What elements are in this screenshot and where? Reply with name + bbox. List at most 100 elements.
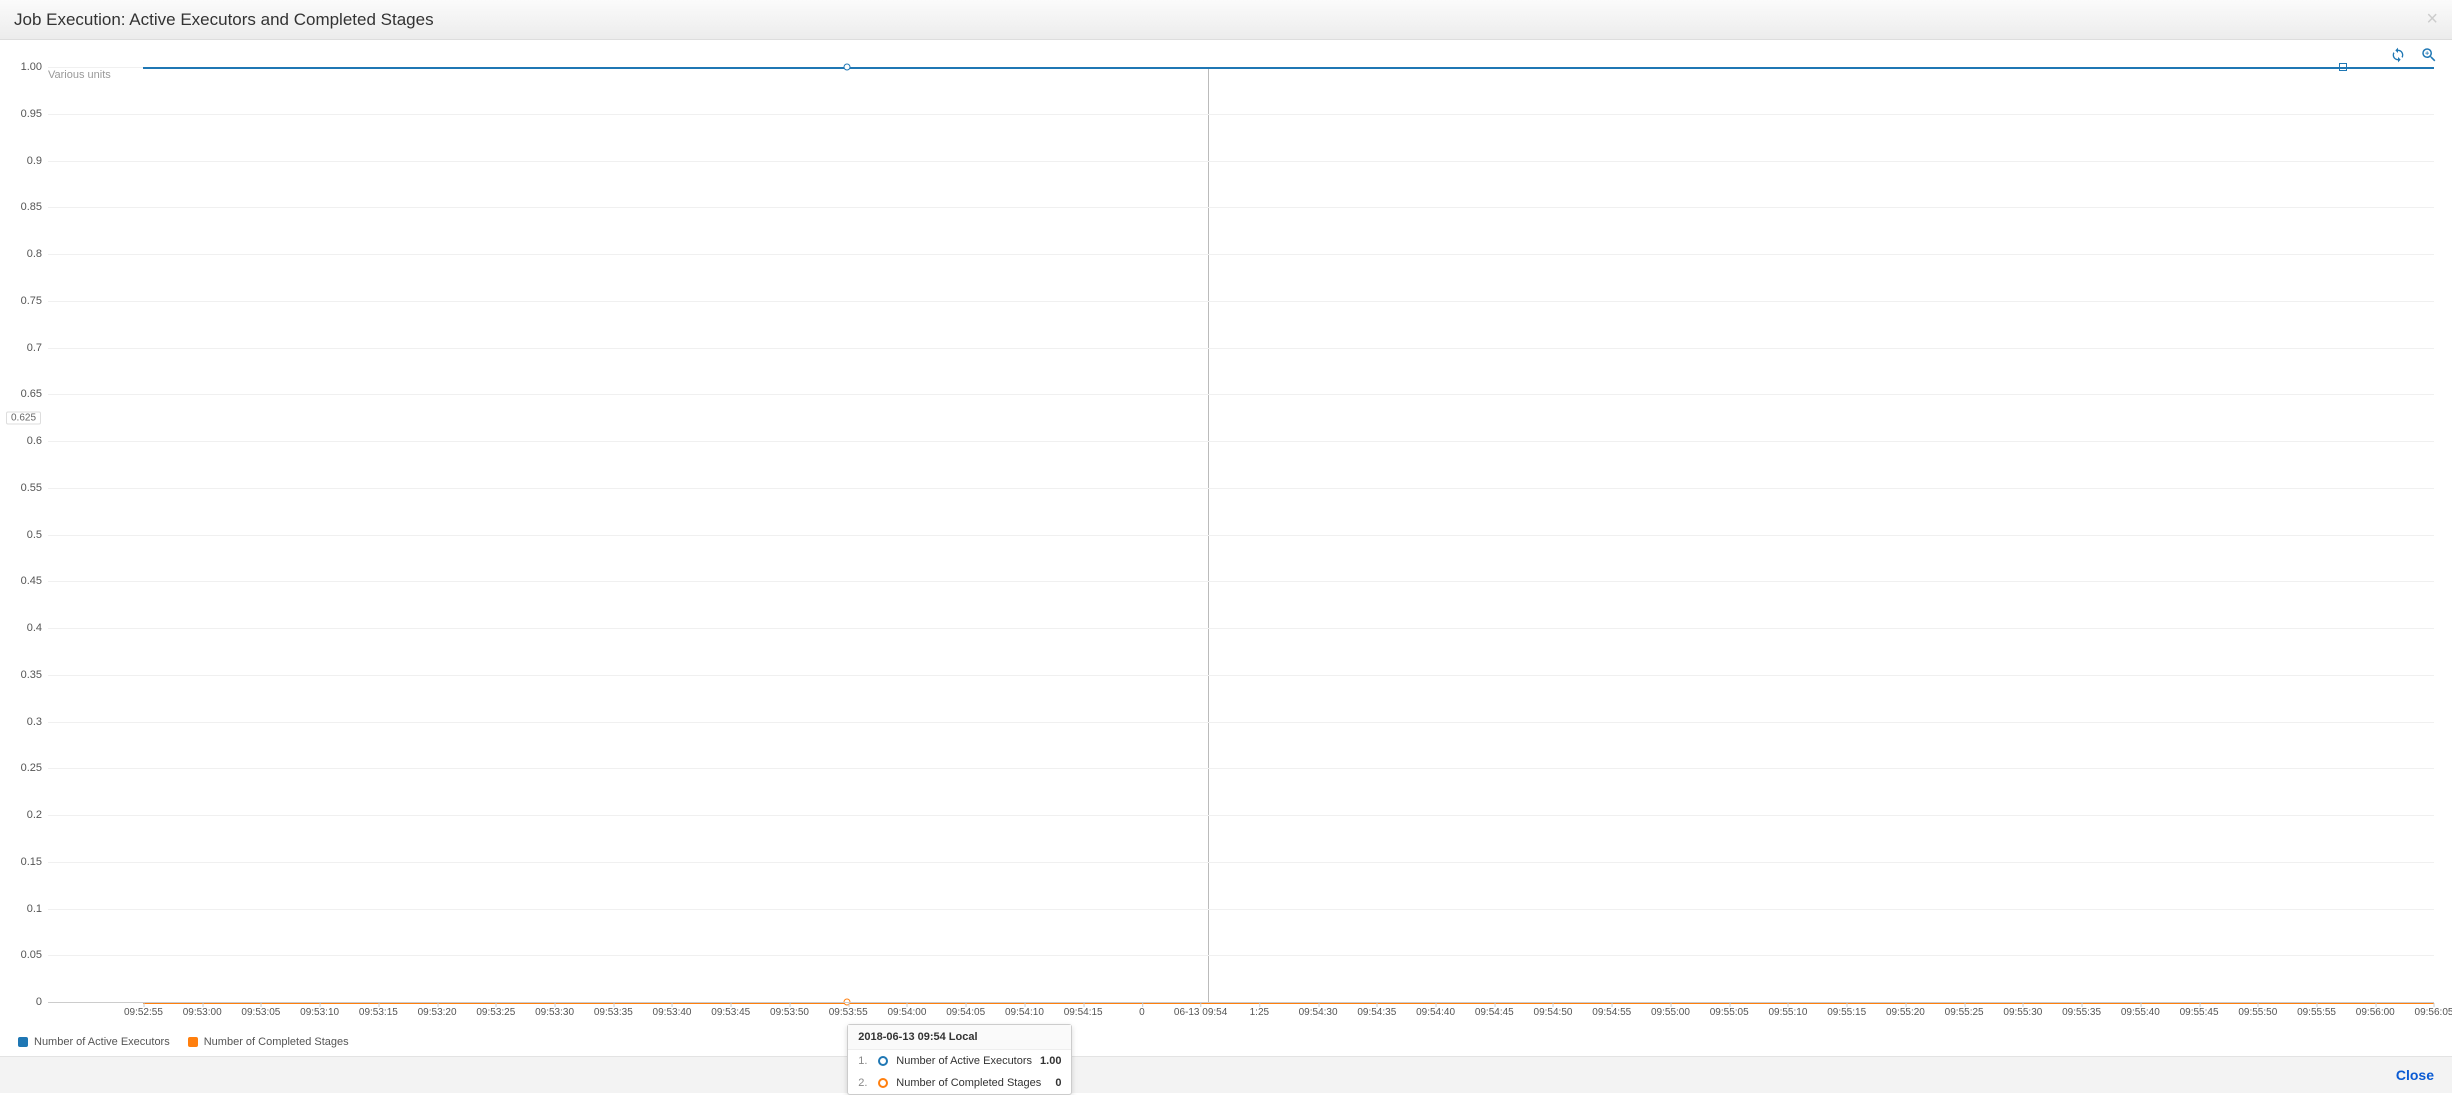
x-tick-label: 09:53:05 xyxy=(241,1007,280,1018)
x-tick-label: 09:55:15 xyxy=(1827,1007,1866,1018)
gridline xyxy=(48,815,2434,816)
x-tick-label: 09:53:10 xyxy=(300,1007,339,1018)
gridline xyxy=(48,301,2434,302)
gridline xyxy=(48,581,2434,582)
tooltip-row-value: 0 xyxy=(1055,1077,1061,1089)
chart-area[interactable]: Various units 0.625 00.050.10.150.20.250… xyxy=(0,67,2452,1032)
x-tick-label: 09:56:00 xyxy=(2356,1007,2395,1018)
end-marker-icon xyxy=(2339,63,2347,71)
tooltip-row-value: 1.00 xyxy=(1040,1055,1061,1067)
legend-swatch xyxy=(188,1037,198,1047)
modal-title: Job Execution: Active Executors and Comp… xyxy=(14,10,434,30)
x-tick-label: 09:53:35 xyxy=(594,1007,633,1018)
y-tick-label: 0.3 xyxy=(27,716,42,728)
tooltip-row-index: 2. xyxy=(858,1077,870,1089)
x-tick-label: 09:54:10 xyxy=(1005,1007,1044,1018)
x-tick-label: 09:54:55 xyxy=(1592,1007,1631,1018)
x-tick-label: 09:53:25 xyxy=(476,1007,515,1018)
gridline xyxy=(48,161,2434,162)
legend-label: Number of Completed Stages xyxy=(204,1036,349,1048)
close-button[interactable]: Close xyxy=(2396,1067,2434,1083)
gridline xyxy=(48,955,2434,956)
legend-label: Number of Active Executors xyxy=(34,1036,170,1048)
x-tick-label: 09:54:35 xyxy=(1357,1007,1396,1018)
gridline xyxy=(48,535,2434,536)
x-tick-label: 09:53:15 xyxy=(359,1007,398,1018)
x-tick-label: 09:53:20 xyxy=(418,1007,457,1018)
y-tick-label: 0.45 xyxy=(21,575,42,587)
modal-header: Job Execution: Active Executors and Comp… xyxy=(0,0,2452,40)
tooltip-row: 2. Number of Completed Stages 0 xyxy=(848,1072,1071,1094)
modal-footer: Close xyxy=(0,1056,2452,1093)
x-tick-label: 09:55:30 xyxy=(2003,1007,2042,1018)
legend-item[interactable]: Number of Completed Stages xyxy=(188,1036,349,1048)
legend-item[interactable]: Number of Active Executors xyxy=(18,1036,170,1048)
series-line xyxy=(143,67,2434,69)
y-tick-label: 0.6 xyxy=(27,435,42,447)
gridline xyxy=(48,722,2434,723)
tooltip-row-label: Number of Completed Stages xyxy=(896,1077,1047,1089)
gridline xyxy=(48,207,2434,208)
x-tick-label: 09:54:05 xyxy=(946,1007,985,1018)
x-tick-label: 09:53:40 xyxy=(653,1007,692,1018)
y-tick-label: 0.2 xyxy=(27,809,42,821)
x-tick-label: 09:54:50 xyxy=(1534,1007,1573,1018)
x-tick-label: 09:53:55 xyxy=(829,1007,868,1018)
y-tick-label: 0.5 xyxy=(27,529,42,541)
y-axis-units-label: Various units xyxy=(48,69,111,81)
y-tick-label: 1.00 xyxy=(21,61,42,73)
x-tick-label: 09:54:30 xyxy=(1299,1007,1338,1018)
gridline xyxy=(48,909,2434,910)
y-tick-label: 0.1 xyxy=(27,903,42,915)
chart-legend: Number of Active Executors Number of Comp… xyxy=(0,1032,2452,1056)
plot-area[interactable]: Various units 0.625 00.050.10.150.20.250… xyxy=(48,67,2434,1002)
x-tick-label: 09:53:30 xyxy=(535,1007,574,1018)
x-tick-label: 06-13 09:54 xyxy=(1174,1007,1227,1018)
gridline xyxy=(48,862,2434,863)
gridline xyxy=(48,628,2434,629)
y-tick-label: 0.4 xyxy=(27,622,42,634)
x-tick-label: 09:55:20 xyxy=(1886,1007,1925,1018)
series-marker xyxy=(844,64,851,71)
x-axis: 09:52:55 09:53:00 09:53:05 09:53:10 09:53:15… xyxy=(48,1002,2434,1032)
x-tick-label: 09:54:00 xyxy=(887,1007,926,1018)
tooltip-row: 1.Number of Active Executors1.00 xyxy=(848,1050,1071,1072)
y-tick-label: 0.7 xyxy=(27,342,42,354)
refresh-button[interactable] xyxy=(2390,47,2406,66)
y-tick-label: 0.65 xyxy=(21,388,42,400)
chart-toolbar xyxy=(0,40,2452,67)
x-tick-label: 09:54:45 xyxy=(1475,1007,1514,1018)
gridline xyxy=(48,441,2434,442)
x-tick-label: 09:55:45 xyxy=(2180,1007,2219,1018)
y-tick-label: 0.05 xyxy=(21,949,42,961)
y-tick-label: 0 xyxy=(36,996,42,1008)
y-tick-label: 0.95 xyxy=(21,108,42,120)
x-tick-label: 09:55:40 xyxy=(2121,1007,2160,1018)
x-tick-label: 09:56:05 xyxy=(2415,1007,2452,1018)
x-tick-label: 09:55:00 xyxy=(1651,1007,1690,1018)
y-tick-label: 0.9 xyxy=(27,155,42,167)
zoom-button[interactable] xyxy=(2420,46,2438,67)
x-tick-label: 09:54:15 xyxy=(1064,1007,1103,1018)
x-tick-label: 09:55:10 xyxy=(1768,1007,1807,1018)
y-tick-label: 0.35 xyxy=(21,669,42,681)
hover-tooltip: 2018-06-13 09:54 Local 1.Number of Activ… xyxy=(847,1024,1072,1095)
y-tick-label: 0.8 xyxy=(27,248,42,260)
x-tick-label: 09:53:00 xyxy=(183,1007,222,1018)
gridline xyxy=(48,394,2434,395)
y-tick-label: 0.25 xyxy=(21,762,42,774)
y-tick-label: 0.75 xyxy=(21,295,42,307)
tooltip-row-label: Number of Active Executors xyxy=(896,1055,1032,1067)
modal-dialog: Job Execution: Active Executors and Comp… xyxy=(0,0,2452,1093)
gridline xyxy=(48,254,2434,255)
series-ring-icon xyxy=(878,1078,888,1088)
zoom-icon xyxy=(2420,46,2438,64)
y-tick-label: 0.15 xyxy=(21,856,42,868)
legend-swatch xyxy=(18,1037,28,1047)
x-tick-label: 1:25 xyxy=(1250,1007,1269,1018)
x-tick-label: 09:55:25 xyxy=(1945,1007,1984,1018)
close-icon[interactable]: × xyxy=(2426,8,2438,31)
x-tick-label: 09:55:55 xyxy=(2297,1007,2336,1018)
gridline xyxy=(48,348,2434,349)
x-tick-label: 09:52:55 xyxy=(124,1007,163,1018)
